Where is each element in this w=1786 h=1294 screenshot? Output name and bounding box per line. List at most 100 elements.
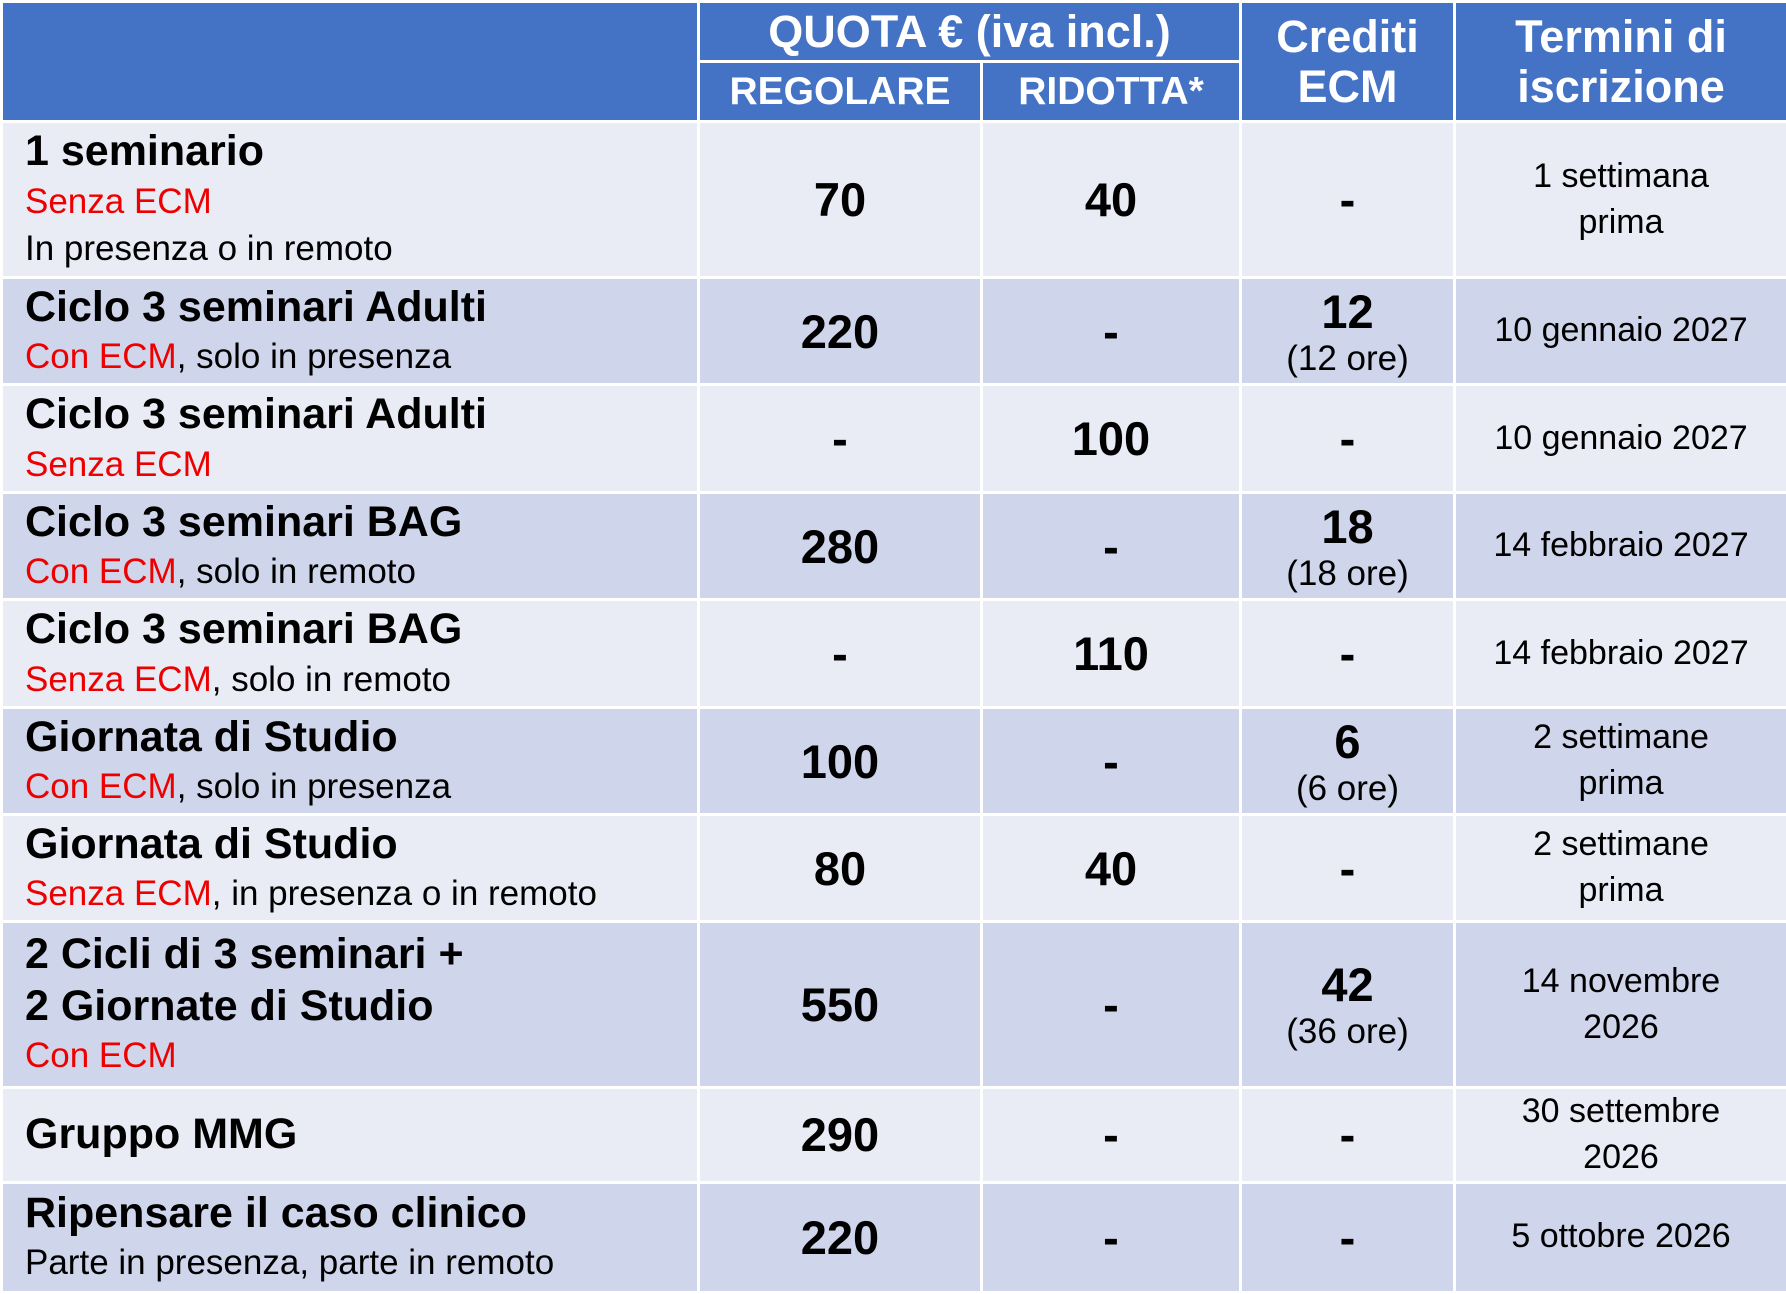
course-title: Ciclo 3 seminari Adulti	[25, 282, 697, 334]
detail-segment: In presenza o in remoto	[25, 229, 393, 268]
course-title: Ciclo 3 seminari Adulti	[25, 389, 697, 441]
crediti-cell: -	[1241, 600, 1455, 708]
price-ridotta: -	[1103, 520, 1119, 573]
crediti-cell: -	[1241, 1182, 1455, 1292]
crediti-cell: -	[1241, 815, 1455, 922]
detail-segment: , in presenza o in remoto	[212, 874, 597, 913]
quota-header: QUOTA € (iva incl.)	[699, 2, 1241, 62]
course-title: Ciclo 3 seminari BAG	[25, 497, 697, 549]
regolare-cell: 70	[699, 122, 982, 278]
regolare-cell: -	[699, 385, 982, 493]
crediti-value: 42	[1321, 958, 1373, 1011]
crediti-value: -	[1340, 842, 1356, 895]
termini-line: 2026	[1456, 1135, 1786, 1181]
detail-segment: Con ECM	[25, 1036, 177, 1075]
course-detail: Senza ECM	[25, 441, 697, 488]
course-title: Giornata di Studio	[25, 819, 697, 871]
regolare-cell: 550	[699, 922, 982, 1088]
course-title: Ciclo 3 seminari BAG	[25, 604, 697, 656]
price-ridotta: -	[1103, 1108, 1119, 1161]
detail-segment: , solo in presenza	[177, 767, 451, 806]
price-ridotta: 110	[1073, 627, 1149, 680]
ridotta-cell: -	[982, 278, 1241, 385]
crediti-value: 18	[1321, 500, 1373, 553]
course-detail: Senza ECM, solo in remoto	[25, 656, 697, 703]
course-detail: Senza ECM	[25, 178, 697, 225]
termini-line: 10 gennaio 2027	[1456, 308, 1786, 354]
detail-segment: Senza ECM	[25, 445, 212, 484]
crediti-cell: -	[1241, 385, 1455, 493]
price-regolare: 80	[814, 842, 866, 895]
termini-line: 14 febbraio 2027	[1456, 631, 1786, 677]
table-row: 2 Cicli di 3 seminari +2 Giornate di Stu…	[2, 922, 1786, 1088]
crediti-cell: 18(18 ore)	[1241, 493, 1455, 600]
course-title: Giornata di Studio	[25, 712, 697, 764]
course-title: 1 seminario	[25, 126, 697, 178]
ridotta-cell: 40	[982, 122, 1241, 278]
price-regolare: -	[832, 627, 848, 680]
termini-line: 30 settembre	[1456, 1089, 1786, 1135]
ridotta-cell: -	[982, 708, 1241, 815]
ridotta-cell: 110	[982, 600, 1241, 708]
course-cell: Gruppo MMG	[2, 1088, 699, 1183]
regolare-header: REGOLARE	[699, 62, 982, 122]
ridotta-cell: -	[982, 1088, 1241, 1183]
crediti-value: -	[1340, 627, 1356, 680]
header-line: ECM	[1242, 62, 1453, 112]
price-ridotta: 40	[1085, 173, 1137, 226]
crediti-value: -	[1340, 1108, 1356, 1161]
crediti-value: 12	[1321, 285, 1373, 338]
course-cell: 2 Cicli di 3 seminari +2 Giornate di Stu…	[2, 922, 699, 1088]
price-regolare: 550	[801, 978, 879, 1031]
crediti-note: (18 ore)	[1242, 554, 1453, 594]
course-title: Gruppo MMG	[25, 1109, 697, 1161]
termini-line: 2 settimane	[1456, 822, 1786, 868]
ridotta-cell: -	[982, 1182, 1241, 1292]
termini-cell: 10 gennaio 2027	[1455, 278, 1786, 385]
detail-segment: Senza ECM	[25, 660, 212, 699]
crediti-note: (12 ore)	[1242, 339, 1453, 379]
detail-segment: Parte in presenza, parte in remoto	[25, 1243, 554, 1282]
crediti-note: (6 ore)	[1242, 769, 1453, 809]
price-ridotta: -	[1103, 1211, 1119, 1264]
regolare-cell: 220	[699, 1182, 982, 1292]
crediti-note: (36 ore)	[1242, 1012, 1453, 1052]
price-regolare: -	[832, 412, 848, 465]
regolare-cell: 280	[699, 493, 982, 600]
corner-cell	[2, 2, 699, 122]
course-detail: Con ECM, solo in remoto	[25, 548, 697, 595]
detail-segment: Con ECM	[25, 337, 177, 376]
termini-line: prima	[1456, 761, 1786, 807]
termini-cell: 5 ottobre 2026	[1455, 1182, 1786, 1292]
course-detail: Con ECM	[25, 1032, 697, 1079]
price-regolare: 220	[801, 305, 879, 358]
detail-segment: Con ECM	[25, 552, 177, 591]
price-ridotta: 40	[1085, 842, 1137, 895]
crediti-value: -	[1340, 173, 1356, 226]
course-detail: Con ECM, solo in presenza	[25, 763, 697, 810]
course-detail: Senza ECM, in presenza o in remoto	[25, 870, 697, 917]
termini-line: prima	[1456, 200, 1786, 246]
price-regolare: 100	[801, 735, 879, 788]
regolare-cell: 220	[699, 278, 982, 385]
crediti-cell: -	[1241, 1088, 1455, 1183]
price-regolare: 70	[814, 173, 866, 226]
